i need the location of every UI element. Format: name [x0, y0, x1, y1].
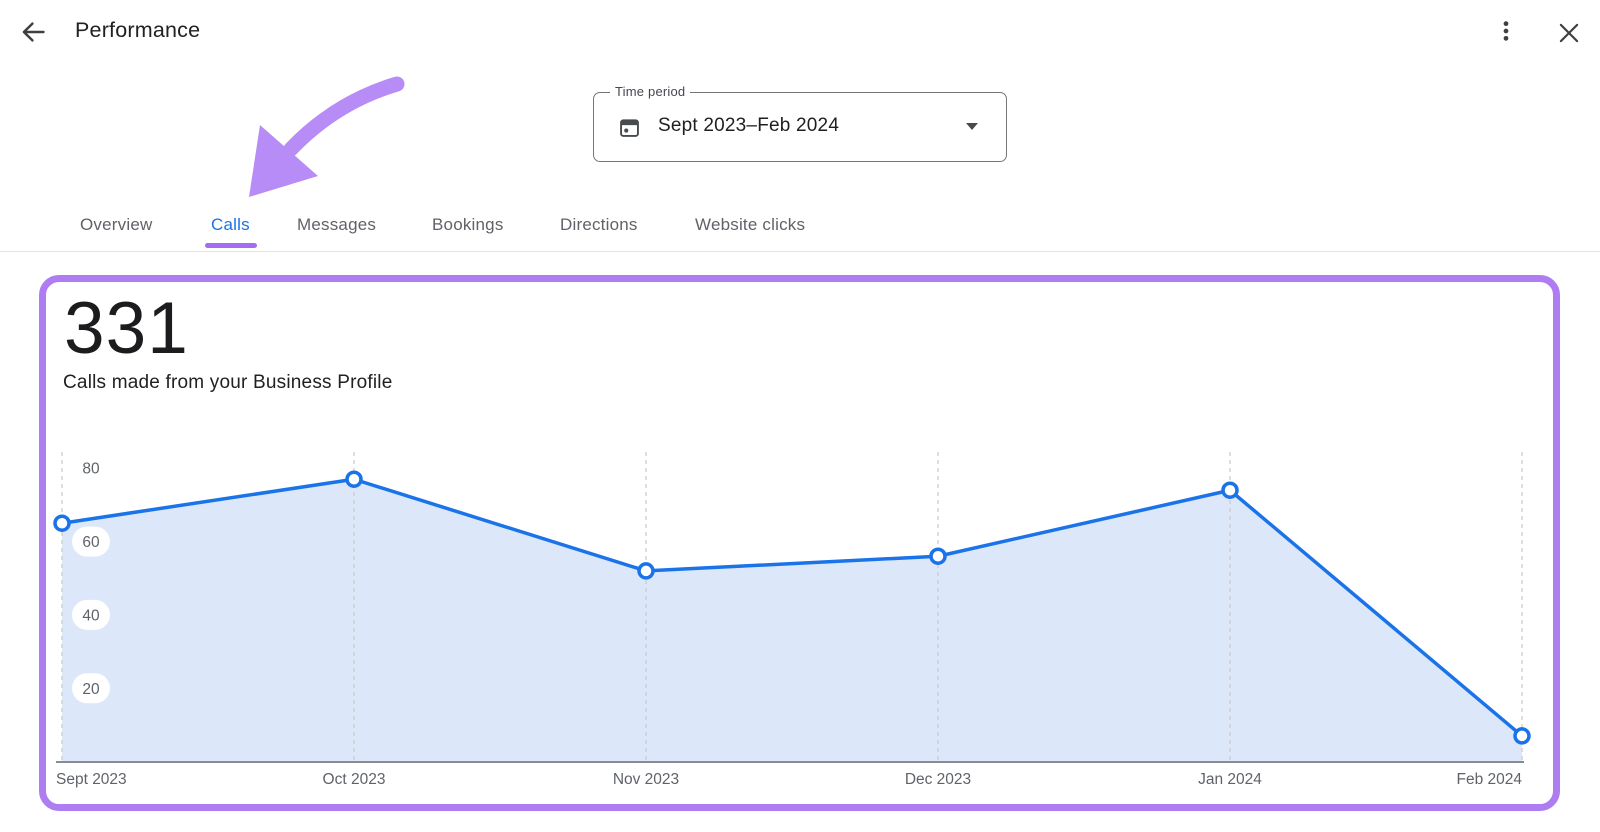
y-axis-label: 40 [82, 607, 100, 624]
x-axis-label: Sept 2023 [56, 771, 127, 788]
chart-line [60, 477, 1524, 738]
y-axis-label: 80 [82, 461, 100, 478]
y-tick-pill [72, 599, 110, 630]
tabs-divider [0, 251, 1600, 252]
time-period-value: Sept 2023–Feb 2024 [658, 115, 840, 136]
x-axis-label: Jan 2024 [1198, 771, 1262, 788]
back-button[interactable] [16, 15, 50, 49]
x-axis-label: Dec 2023 [905, 771, 971, 788]
x-axis-label: Nov 2023 [613, 771, 679, 788]
time-period-label: Time period [610, 84, 691, 99]
tab-messages[interactable]: Messages [297, 215, 377, 234]
x-axis-label: Oct 2023 [323, 771, 386, 788]
tab-directions[interactable]: Directions [560, 215, 638, 234]
y-tick-pill [72, 673, 110, 704]
metric-description: Calls made from your Business Profile [63, 372, 393, 393]
more-options-button[interactable] [1492, 17, 1520, 45]
time-period-select[interactable]: Time period Sept 2023–Feb 2024 [593, 84, 1007, 162]
data-point[interactable] [345, 470, 363, 488]
tab-overview[interactable]: Overview [80, 215, 153, 234]
chart-area-fill [62, 479, 1522, 762]
dropdown-caret-icon [966, 123, 978, 130]
y-axis-label: 20 [82, 681, 100, 698]
close-button[interactable] [1554, 18, 1584, 48]
close-icon [1559, 23, 1579, 43]
calendar-icon [620, 119, 639, 137]
data-point[interactable] [637, 562, 655, 580]
tab-website-clicks[interactable]: Website clicks [695, 215, 806, 234]
page-title: Performance [75, 18, 201, 42]
active-tab-underline [205, 243, 257, 248]
back-arrow-icon [22, 22, 45, 42]
data-point[interactable] [929, 547, 947, 565]
data-point[interactable] [1221, 481, 1239, 499]
kebab-menu-icon [1503, 21, 1509, 41]
metric-total-value: 331 [64, 288, 189, 369]
y-axis-label: 60 [82, 534, 100, 551]
data-point[interactable] [1513, 727, 1531, 745]
tab-bookings[interactable]: Bookings [432, 215, 504, 234]
y-tick-pill [72, 526, 110, 557]
data-point[interactable] [53, 514, 71, 532]
tab-calls[interactable]: Calls [211, 215, 250, 234]
x-axis-label: Feb 2024 [1457, 771, 1523, 788]
